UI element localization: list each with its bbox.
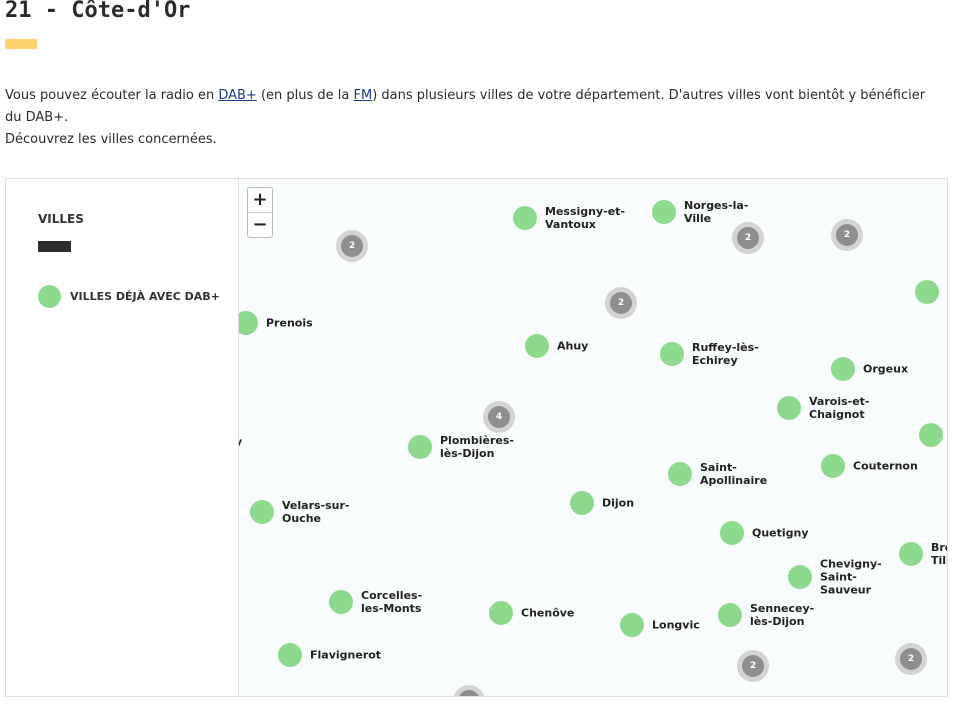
city-label: Prenois [266, 316, 313, 330]
cluster-marker[interactable]: 2 [605, 287, 637, 319]
map-container: VILLES VILLES DÉJÀ AVEC DAB+ + − Messign… [5, 178, 948, 697]
city-label: Dijon [602, 496, 635, 510]
intro-part-4: Découvrez les villes concernées. [5, 132, 217, 147]
city-label: A [947, 286, 948, 299]
cluster-count [458, 690, 480, 696]
zoom-in-button[interactable]: + [248, 188, 272, 213]
city-dot-icon[interactable] [652, 200, 676, 224]
city-dot-icon[interactable] [915, 280, 939, 304]
city-dot-icon[interactable] [525, 334, 549, 358]
city-label: Norges-la- Ville [684, 199, 749, 225]
city-dot-icon[interactable] [919, 423, 943, 447]
legend-title: VILLES [38, 212, 84, 226]
legend-dot-icon [38, 285, 61, 308]
cluster-count: 2 [341, 235, 363, 257]
city-dot-icon[interactable] [489, 601, 513, 625]
city-dot-icon[interactable] [513, 206, 537, 230]
map-canvas[interactable]: + − Messigny-et- Vantoux Norges-la- Ville Pr… [239, 179, 948, 696]
city-dot-icon[interactable] [408, 435, 432, 459]
city-dot-icon[interactable] [660, 342, 684, 366]
city-label: Sennecey-lès-Dijon [750, 602, 815, 628]
cluster-count: 2 [900, 648, 922, 670]
city-label: BreTill [931, 541, 948, 567]
cluster-marker[interactable]: 2 [895, 643, 927, 675]
title-accent-bar [5, 39, 37, 49]
cluster-count: 2 [742, 655, 764, 677]
dab-link[interactable]: DAB+ [218, 88, 257, 103]
map-legend: VILLES VILLES DÉJÀ AVEC DAB+ [6, 179, 239, 696]
city-label: Flavignerot [310, 648, 382, 662]
cluster-marker[interactable] [453, 685, 485, 696]
city-dot-icon[interactable] [668, 462, 692, 486]
city-label: Varois-et- Chaignot [809, 395, 870, 421]
city-dot-icon[interactable] [831, 357, 855, 381]
city-label: Velars-sur- Ouche [282, 499, 350, 525]
city-label: y [239, 436, 242, 449]
legend-item-label: VILLES DÉJÀ AVEC DAB+ [70, 290, 220, 303]
cluster-marker[interactable]: 2 [831, 219, 863, 251]
city-dot-icon[interactable] [720, 521, 744, 545]
city-dot-icon[interactable] [788, 565, 812, 589]
city-dot-icon[interactable] [777, 396, 801, 420]
city-dot-icon[interactable] [899, 542, 923, 566]
page-title: 21 - Côte-d'Or [5, 0, 191, 23]
cluster-marker[interactable]: 2 [732, 222, 764, 254]
city-dot-icon[interactable] [718, 603, 742, 627]
city-label: Chenôve [521, 606, 575, 620]
intro-part-1: Vous pouvez écouter la radio en [5, 88, 219, 103]
cluster-marker[interactable]: 2 [737, 650, 769, 682]
city-dot-icon[interactable] [821, 454, 845, 478]
city-label: Quetigny [752, 526, 809, 540]
city-dot-icon[interactable] [239, 311, 258, 335]
city-label: Couternon [853, 459, 918, 473]
city-label: Corcelles-les-Monts [361, 589, 423, 615]
city-label: Ahuy [557, 339, 589, 353]
city-label: Plombières-lès-Dijon [440, 434, 514, 460]
cluster-marker[interactable]: 2 [336, 230, 368, 262]
intro-part-3: ) dans plusieurs villes de votre départe… [5, 88, 926, 125]
legend-title-bar [38, 241, 71, 252]
cluster-count: 4 [488, 406, 510, 428]
city-label: Orgeux [863, 362, 909, 376]
city-dot-icon[interactable] [570, 491, 594, 515]
fm-link[interactable]: FM [353, 88, 373, 103]
zoom-control: + − [247, 187, 273, 238]
city-label: Longvic [652, 618, 700, 632]
cluster-marker[interactable]: 4 [483, 401, 515, 433]
cluster-count: 2 [737, 227, 759, 249]
cluster-count: 2 [836, 224, 858, 246]
zoom-out-button[interactable]: − [252, 214, 268, 235]
city-label: Messigny-et- Vantoux [545, 205, 625, 231]
city-label: Chevigny- Saint- Sauveur [820, 557, 882, 597]
city-label: Ruffey-lès- Echirey [692, 341, 759, 367]
city-dot-icon[interactable] [620, 613, 644, 637]
intro-text: Vous pouvez écouter la radio en DAB+ (en… [5, 85, 945, 151]
city-dot-icon[interactable] [250, 500, 274, 524]
city-label: Saint- Apollinaire [700, 461, 768, 487]
intro-part-2: (en plus de la [256, 88, 354, 103]
cluster-count: 2 [610, 292, 632, 314]
city-dot-icon[interactable] [329, 590, 353, 614]
legend-item-dab: VILLES DÉJÀ AVEC DAB+ [38, 285, 220, 308]
city-dot-icon[interactable] [278, 643, 302, 667]
